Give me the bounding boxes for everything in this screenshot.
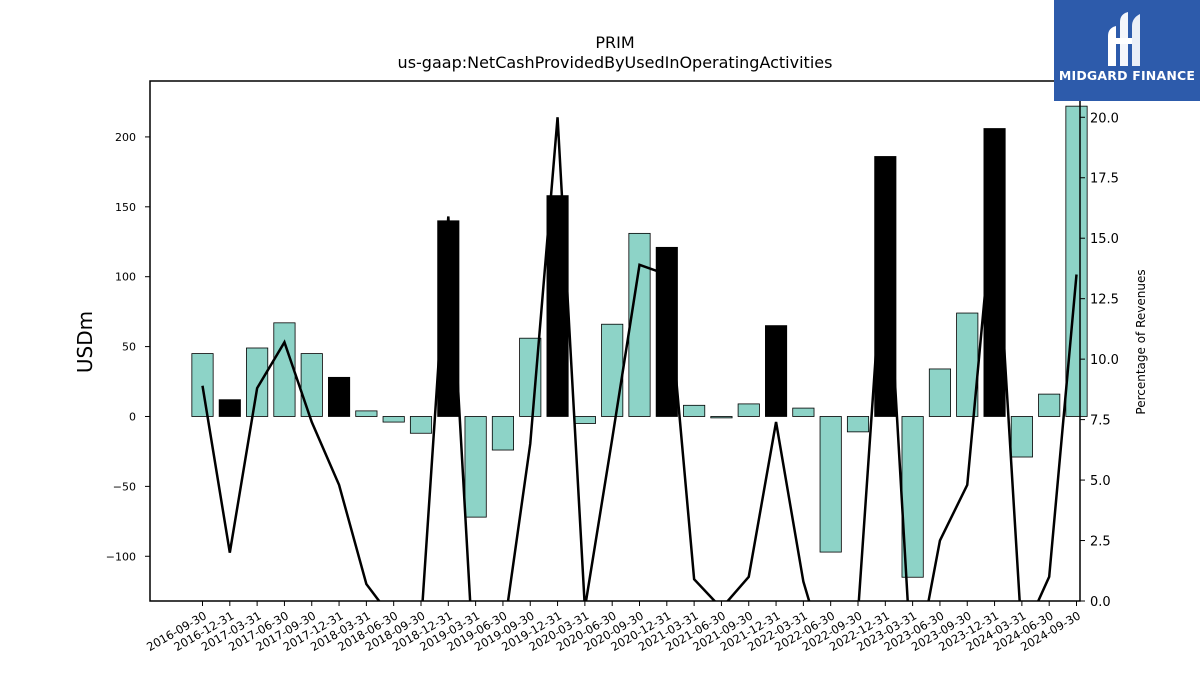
- bar-2019-03-31: [464, 416, 487, 518]
- y-tick-label: 50: [122, 341, 136, 354]
- bar-2018-09-30: [409, 416, 433, 434]
- bar-2019-06-30: [491, 416, 514, 451]
- percentage-line: [201, 117, 1078, 601]
- bar-2020-03-31: [573, 416, 596, 424]
- left-axis: −100 −50 0 50 100 150 200: [106, 131, 150, 563]
- bar-2022-12-31: [874, 156, 897, 417]
- bar-2024-06-30: [1038, 393, 1061, 417]
- y-tick-label: 100: [115, 271, 136, 284]
- y2-tick-label: 2.5: [1090, 535, 1111, 550]
- logo-text: MIDGARD FINANCE: [1058, 68, 1196, 83]
- y2-tick-label: 15.0: [1090, 232, 1119, 247]
- bar-2018-03-31: [355, 410, 378, 417]
- bar-2021-12-31: [765, 325, 788, 417]
- bar-2023-12-31: [983, 128, 1006, 417]
- bar-2018-06-30: [382, 416, 405, 423]
- bar-2020-12-31: [655, 246, 678, 417]
- bar-2017-09-30: [300, 353, 323, 417]
- bars-group: [191, 105, 1088, 578]
- bar-2022-09-30: [846, 416, 870, 433]
- bar-2019-09-30: [519, 337, 542, 417]
- bar-2019-12-31: [546, 195, 569, 417]
- y-axis-label: USDm: [73, 311, 97, 373]
- bar-2017-03-31: [246, 347, 269, 417]
- line-layer: [201, 117, 1078, 601]
- x-axis: 2016-09-302016-12-312017-03-312017-06-30…: [144, 601, 1083, 654]
- y2-tick-label: 10.0: [1090, 353, 1119, 368]
- right-axis: 0.0 2.5 5.0 7.5 10.0 12.5 15.0 17.5 20.0: [1080, 111, 1119, 610]
- bar-2016-09-30: [191, 353, 214, 417]
- bar-2017-12-31: [328, 376, 351, 417]
- y2-tick-label: 0.0: [1090, 595, 1111, 610]
- y-tick-label: 0: [129, 410, 136, 423]
- y2-axis-label: Percentage of Revenues: [1134, 269, 1148, 414]
- y-tick-label: −100: [106, 550, 136, 563]
- y2-tick-label: 17.5: [1090, 172, 1119, 187]
- chart-subtitle: us-gaap:NetCashProvidedByUsedInOperating…: [398, 53, 833, 72]
- y-tick-label: 200: [115, 131, 136, 144]
- logo-mark-icon: [1108, 12, 1140, 66]
- y-tick-label: −50: [113, 480, 136, 493]
- chart-title: PRIM: [595, 33, 634, 52]
- y2-tick-label: 20.0: [1090, 111, 1119, 126]
- bar-2021-09-30: [737, 403, 760, 417]
- bar-2022-06-30: [819, 416, 842, 553]
- midgard-finance-logo: MIDGARD FINANCE: [1054, 0, 1200, 101]
- y2-tick-label: 12.5: [1090, 293, 1119, 308]
- y2-tick-label: 5.0: [1090, 474, 1111, 489]
- bar-2021-06-30: [710, 416, 733, 419]
- bar-2020-09-30: [628, 232, 651, 417]
- plot-frame: [149, 80, 1081, 602]
- bar-2023-06-30: [928, 368, 951, 417]
- y-tick-label: 150: [115, 201, 136, 214]
- bar-2017-06-30: [273, 322, 296, 417]
- bar-2024-03-31: [1010, 416, 1033, 458]
- bar-2022-03-31: [792, 407, 815, 417]
- y2-tick-label: 7.5: [1090, 414, 1111, 429]
- bar-2016-12-31: [218, 399, 241, 417]
- bar-2021-03-31: [683, 404, 706, 417]
- bar-2020-06-30: [601, 323, 624, 417]
